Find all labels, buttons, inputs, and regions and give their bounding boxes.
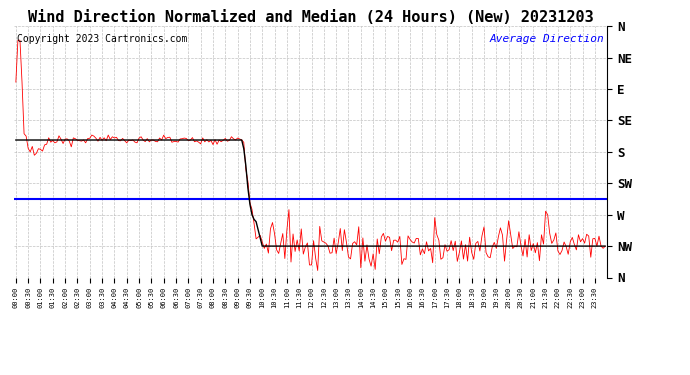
Title: Wind Direction Normalized and Median (24 Hours) (New) 20231203: Wind Direction Normalized and Median (24… [28,10,593,25]
Text: Copyright 2023 Cartronics.com: Copyright 2023 Cartronics.com [17,34,187,44]
Text: Average Direction: Average Direction [489,34,604,44]
